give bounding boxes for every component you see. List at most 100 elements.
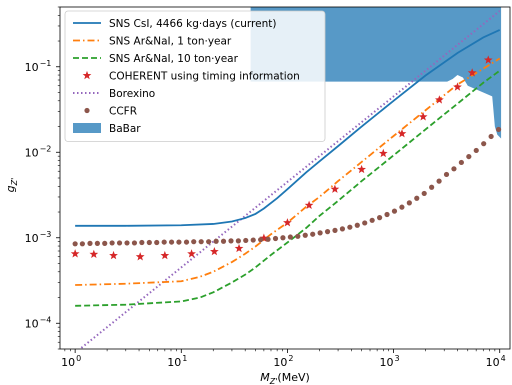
point-ccfr — [458, 159, 464, 166]
point-ccfr — [109, 240, 115, 246]
legend-label-sns-csi-4466-kg-days-current: SNS CsI, 4466 kg·days (current) — [109, 18, 276, 30]
point-ccfr — [94, 240, 100, 246]
y-axis-label: gZ' — [4, 178, 19, 193]
point-ccfr — [391, 208, 398, 214]
point-ccfr — [339, 226, 346, 232]
point-ccfr — [272, 235, 279, 242]
point-coherent-using-timing-information — [187, 249, 196, 258]
y-tick-label: 10−4 — [25, 315, 52, 330]
point-ccfr — [406, 200, 412, 206]
series-sns-csi-4466-kg-days-current-line — [75, 29, 501, 227]
point-ccfr — [116, 240, 123, 246]
point-ccfr — [154, 239, 160, 246]
point-ccfr — [146, 239, 152, 246]
point-ccfr — [131, 240, 138, 246]
x-axis-label: MZ'(MeV) — [260, 371, 310, 385]
point-ccfr — [265, 236, 271, 242]
point-coherent-using-timing-information — [330, 184, 340, 193]
point-ccfr — [280, 235, 286, 241]
legend-label-sns-ar-nai-1-ton-year: SNS Ar&NaI, 1 ton·year — [109, 36, 232, 48]
point-coherent-using-timing-information — [453, 82, 462, 91]
point-ccfr — [481, 141, 487, 147]
point-ccfr — [332, 227, 338, 233]
point-ccfr — [369, 217, 375, 223]
legend: SNS CsI, 4466 kg·days (current) SNS Ar&Na… — [64, 10, 326, 142]
point-coherent-using-timing-information — [234, 243, 244, 253]
x-tick-label: 102 — [273, 354, 293, 369]
point-ccfr — [220, 238, 227, 244]
x-tick-label: 104 — [486, 354, 506, 369]
point-coherent-using-timing-information — [418, 112, 428, 121]
point-coherent-using-timing-information — [467, 68, 477, 77]
x-tick-label: 103 — [380, 354, 400, 369]
point-ccfr — [436, 178, 442, 184]
point-ccfr — [451, 166, 457, 172]
legend-label-borexino: Borexino — [109, 88, 155, 100]
point-ccfr — [161, 239, 167, 245]
legend-label-sns-ar-nai-10-ton-year: SNS Ar&NaI, 10 ton·year — [109, 53, 239, 65]
y-tick-label: 10−3 — [25, 230, 52, 245]
point-ccfr — [72, 241, 78, 247]
point-ccfr — [102, 240, 108, 246]
point-ccfr — [79, 241, 85, 247]
legend-swatch-coherent-using-timing-information — [82, 70, 92, 80]
point-ccfr — [183, 239, 190, 245]
point-coherent-using-timing-information — [397, 129, 407, 138]
legend-box — [64, 10, 326, 142]
point-ccfr — [377, 215, 383, 221]
point-ccfr — [176, 239, 182, 245]
x-tick-label: 101 — [167, 354, 187, 369]
point-ccfr — [235, 238, 241, 244]
point-ccfr — [191, 239, 197, 245]
series-sns-ar-nai-10-ton-year-line — [75, 69, 501, 307]
x-tick-label: 100 — [61, 354, 81, 369]
point-ccfr — [310, 231, 316, 237]
y-tick-label: 10−2 — [25, 144, 52, 159]
point-coherent-using-timing-information — [378, 148, 388, 158]
point-ccfr — [443, 171, 450, 178]
point-ccfr — [399, 204, 405, 210]
point-ccfr — [287, 234, 293, 240]
point-ccfr — [414, 195, 420, 201]
point-ccfr — [317, 230, 323, 236]
point-ccfr — [473, 147, 479, 154]
point-ccfr — [168, 239, 175, 245]
point-ccfr — [258, 237, 264, 243]
point-ccfr — [466, 153, 472, 160]
point-coherent-using-timing-information — [483, 55, 493, 64]
point-coherent-using-timing-information — [160, 250, 170, 260]
point-ccfr — [421, 190, 427, 197]
point-coherent-using-timing-information — [283, 218, 292, 227]
series-borexino-line — [78, 10, 501, 349]
point-ccfr — [250, 237, 256, 243]
point-ccfr — [324, 229, 331, 235]
point-coherent-using-timing-information — [434, 95, 444, 104]
point-coherent-using-timing-information — [210, 246, 219, 256]
point-ccfr — [139, 239, 145, 246]
point-coherent-using-timing-information — [89, 249, 99, 259]
legend-label-ccfr: CCFR — [109, 106, 137, 118]
point-ccfr — [228, 238, 234, 244]
point-coherent-using-timing-information — [304, 200, 314, 209]
y-tick-label: 10−1 — [25, 59, 52, 74]
point-coherent-using-timing-information — [70, 249, 80, 258]
point-ccfr — [302, 232, 308, 238]
point-ccfr — [198, 239, 204, 245]
point-coherent-using-timing-information — [259, 233, 269, 242]
point-ccfr — [347, 224, 353, 230]
point-ccfr — [429, 184, 435, 190]
point-coherent-using-timing-information — [357, 164, 366, 174]
legend-swatch-ccfr — [84, 107, 90, 114]
axes: 100 101 102 103 104 10−4 10−3 10−2 10−1 — [25, 6, 506, 369]
point-ccfr — [124, 240, 130, 246]
point-ccfr — [495, 126, 502, 133]
point-ccfr — [384, 211, 390, 218]
point-ccfr — [243, 237, 249, 244]
point-ccfr — [213, 238, 219, 244]
legend-label-coherent-using-timing-information: COHERENT using timing information — [109, 71, 300, 83]
point-ccfr — [354, 222, 360, 228]
point-ccfr — [362, 220, 368, 226]
legend-label-babar: BaBar — [109, 123, 141, 135]
point-ccfr — [295, 233, 301, 239]
